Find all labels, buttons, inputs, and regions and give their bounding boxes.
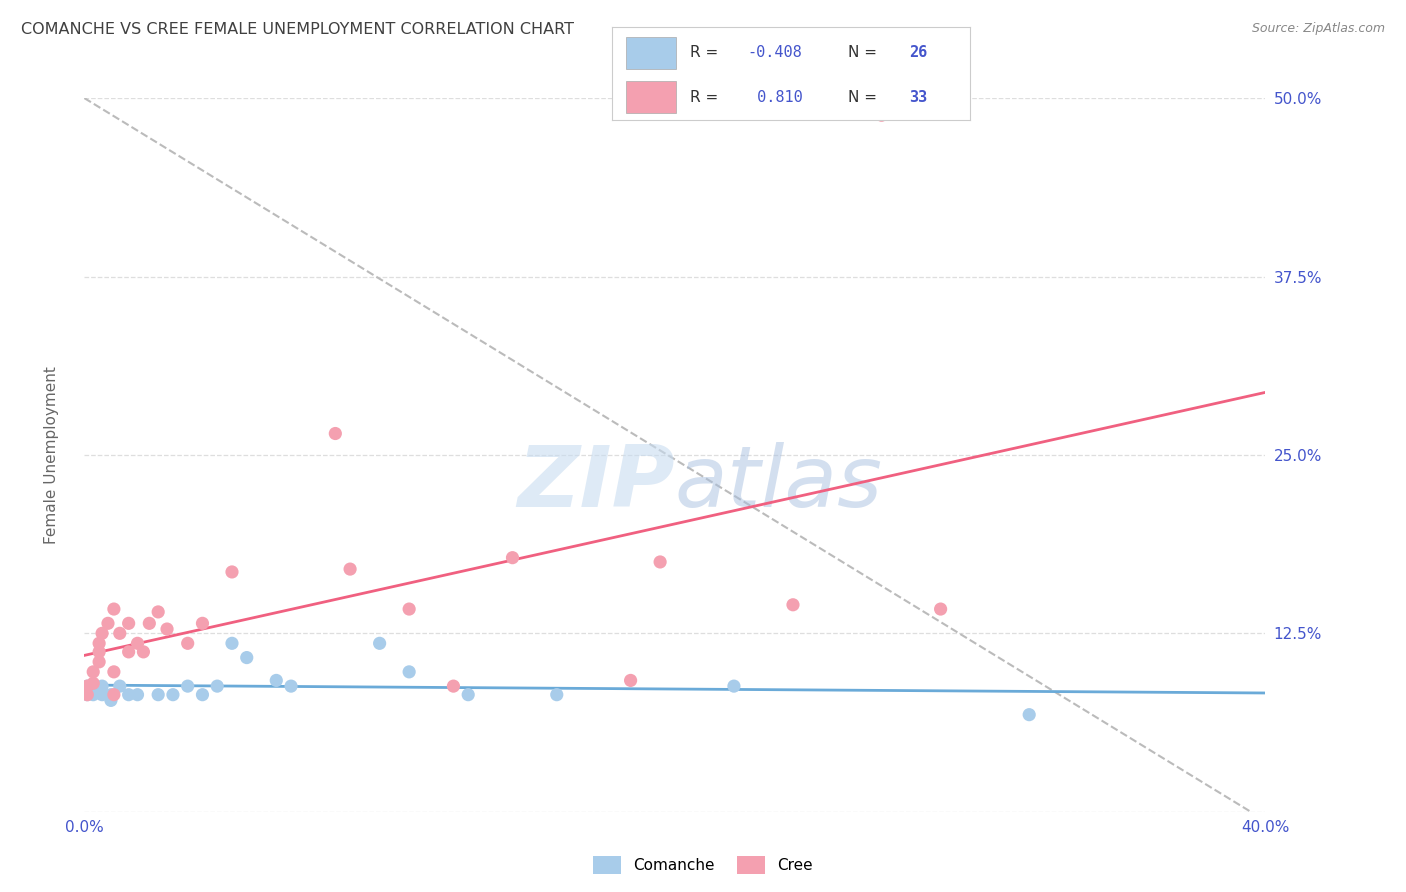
Point xyxy=(156,622,179,636)
Point xyxy=(264,673,288,688)
Point xyxy=(118,645,141,659)
Point xyxy=(441,679,464,693)
Point xyxy=(76,679,98,693)
Point xyxy=(100,688,122,702)
Text: R =: R = xyxy=(690,45,724,61)
Text: 26: 26 xyxy=(910,45,928,61)
Point xyxy=(76,688,98,702)
Bar xyxy=(626,37,676,69)
Point xyxy=(398,602,420,616)
Point xyxy=(191,616,214,631)
Point xyxy=(91,679,114,693)
Text: ZIP: ZIP xyxy=(517,442,675,525)
Point xyxy=(103,665,125,679)
Point xyxy=(108,679,131,693)
Point xyxy=(619,673,641,688)
Point xyxy=(127,636,149,650)
Point xyxy=(118,616,141,631)
Text: N =: N = xyxy=(848,89,882,104)
Point xyxy=(546,688,568,702)
Text: COMANCHE VS CREE FEMALE UNEMPLOYMENT CORRELATION CHART: COMANCHE VS CREE FEMALE UNEMPLOYMENT COR… xyxy=(21,22,574,37)
Text: atlas: atlas xyxy=(675,442,883,525)
Point xyxy=(782,598,804,612)
Point xyxy=(89,655,111,669)
Point xyxy=(89,645,111,659)
Text: 0.810: 0.810 xyxy=(748,89,803,104)
Point xyxy=(723,679,745,693)
Point xyxy=(501,550,523,565)
Point xyxy=(177,636,200,650)
Point xyxy=(148,605,170,619)
Text: -0.408: -0.408 xyxy=(748,45,803,61)
Text: N =: N = xyxy=(848,45,882,61)
Point xyxy=(236,650,259,665)
Point xyxy=(398,665,420,679)
Point xyxy=(82,679,104,693)
Point xyxy=(91,626,114,640)
Text: Source: ZipAtlas.com: Source: ZipAtlas.com xyxy=(1251,22,1385,36)
Point xyxy=(127,688,149,702)
Point xyxy=(870,108,893,122)
Point xyxy=(339,562,361,576)
Y-axis label: Female Unemployment: Female Unemployment xyxy=(45,366,59,544)
Text: 33: 33 xyxy=(910,89,928,104)
Point xyxy=(368,636,391,650)
Point xyxy=(100,693,122,707)
Point xyxy=(323,426,347,441)
Point xyxy=(76,679,98,693)
Point xyxy=(162,688,184,702)
Point xyxy=(457,688,479,702)
Point xyxy=(648,555,672,569)
Point xyxy=(91,688,114,702)
Point xyxy=(97,616,120,631)
Point xyxy=(89,636,111,650)
Point xyxy=(82,665,104,679)
Point xyxy=(103,602,125,616)
Point xyxy=(138,616,160,631)
Point xyxy=(177,679,200,693)
Point xyxy=(82,688,104,702)
Point xyxy=(205,679,228,693)
Point xyxy=(76,688,98,702)
Legend: Comanche, Cree: Comanche, Cree xyxy=(588,850,818,880)
Point xyxy=(103,688,125,702)
Point xyxy=(82,676,104,690)
Point xyxy=(280,679,302,693)
Point xyxy=(191,688,214,702)
Point xyxy=(148,688,170,702)
Point xyxy=(221,565,243,579)
Point xyxy=(108,626,131,640)
Point xyxy=(132,645,155,659)
Bar xyxy=(626,81,676,113)
Point xyxy=(118,688,141,702)
Point xyxy=(1018,707,1040,722)
Point xyxy=(929,602,952,616)
Text: R =: R = xyxy=(690,89,724,104)
Point xyxy=(221,636,243,650)
